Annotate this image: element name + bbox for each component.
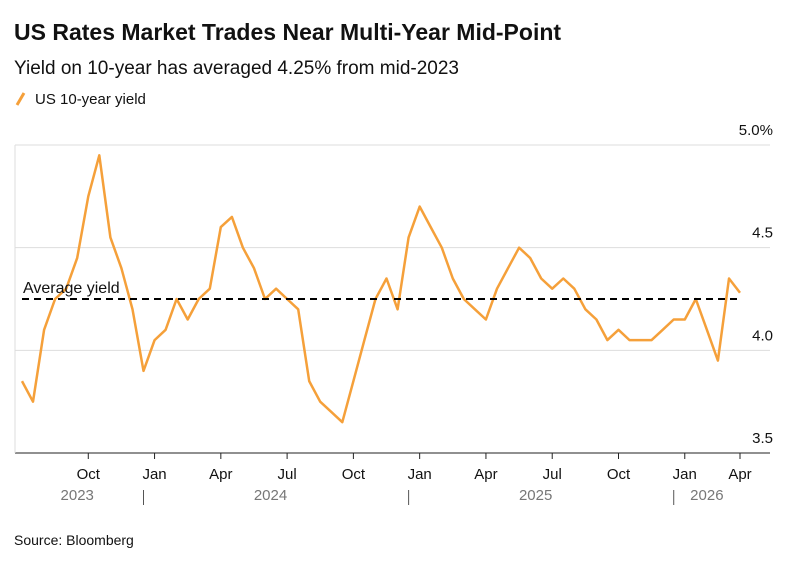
y-tick-label: 4.5 [752,225,773,242]
year-label: 2024 [254,487,287,504]
x-tick-label: Oct [77,466,101,483]
y-tick-label: 3.5 [752,430,773,447]
x-tick-label: Jul [543,466,562,483]
year-label: 2023 [61,487,94,504]
x-tick-label: Jan [142,466,166,483]
chart-subtitle: Yield on 10-year has averaged 4.25% from… [14,58,459,79]
x-tick-label: Jan [408,466,432,483]
chart-title: US Rates Market Trades Near Multi-Year M… [14,19,561,45]
x-tick-label: Oct [342,466,366,483]
x-tick-label: Apr [728,466,751,483]
x-tick-label: Apr [474,466,497,483]
year-label: 2025 [519,487,552,504]
year-label: 2026 [690,487,723,504]
legend-label: US 10-year yield [35,91,146,108]
y-tick-label: 4.0 [752,327,773,344]
legend-swatch [15,92,26,106]
average-label: Average yield [23,280,120,297]
x-tick-label: Jul [278,466,297,483]
y-tick-label: 5.0% [739,122,773,139]
x-tick-label: Oct [607,466,631,483]
series-line [20,154,741,424]
x-tick-label: Jan [673,466,697,483]
x-tick-label: Apr [209,466,232,483]
source: Source: Bloomberg [14,532,134,548]
